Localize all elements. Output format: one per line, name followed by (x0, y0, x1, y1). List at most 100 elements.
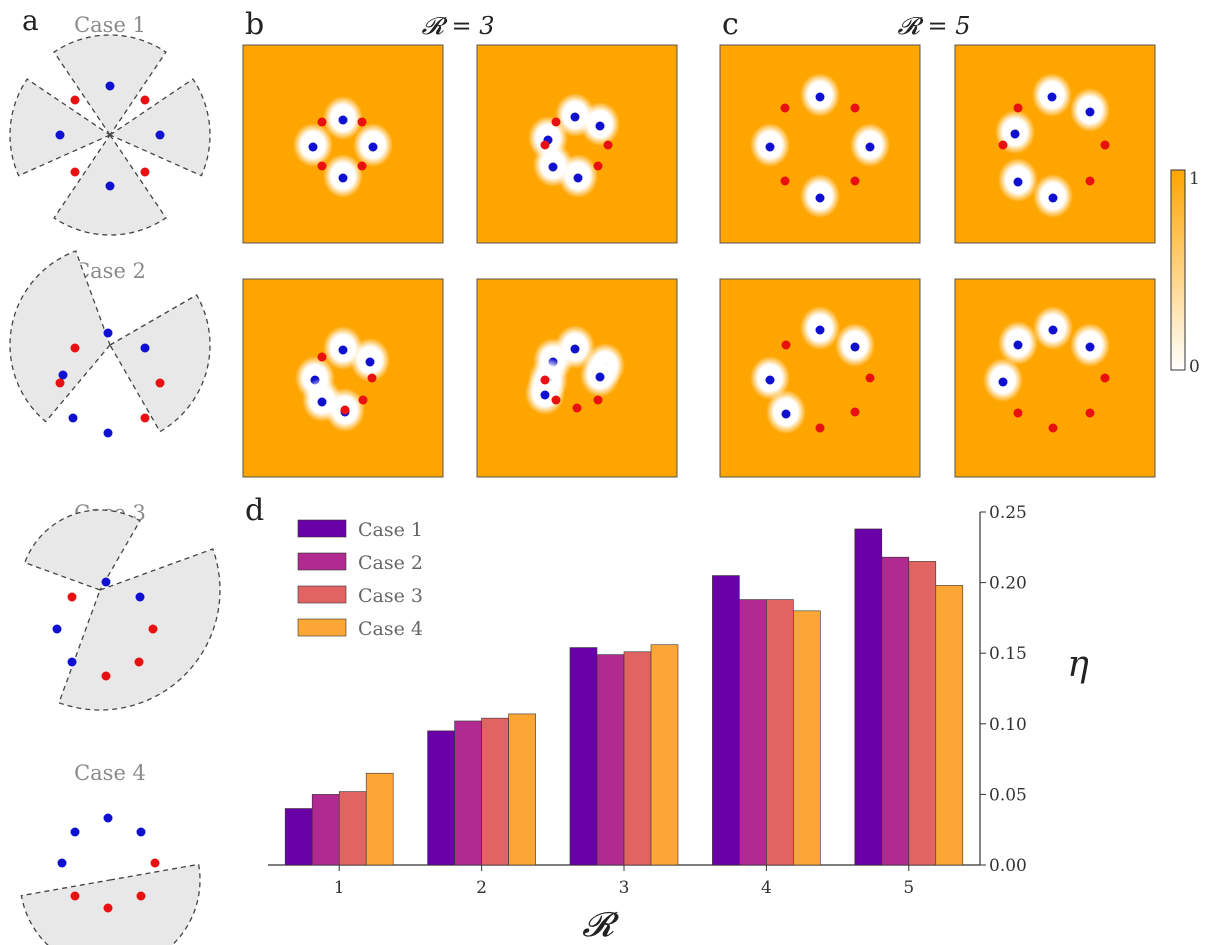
blue-point (1010, 129, 1020, 139)
case-1-title: Case 1 (74, 13, 146, 37)
panel-a-cases: Case 1 Case 2 Case 3 Case 4 (9, 13, 221, 945)
blue-point (1047, 92, 1057, 102)
red-point (850, 103, 860, 113)
red-point (572, 403, 582, 413)
red-point (551, 117, 561, 127)
blue-point (103, 813, 113, 823)
blue-point (548, 162, 558, 172)
red-point (103, 903, 113, 913)
blue-point (155, 130, 165, 140)
blue-point (368, 142, 378, 152)
red-point (1085, 408, 1095, 418)
blue-point (1013, 340, 1023, 350)
blue-point (308, 142, 318, 152)
legend-swatch (297, 519, 347, 538)
sector (23, 509, 141, 591)
red-point (70, 343, 80, 353)
colorbar-max-label: 1 (1189, 169, 1200, 189)
red-point (70, 95, 80, 105)
field-panel-3 (719, 44, 921, 244)
legend-label: Case 3 (358, 585, 423, 607)
y-tick-label: 0.10 (989, 715, 1027, 735)
blue-point (70, 827, 80, 837)
case-2-title: Case 2 (74, 259, 146, 283)
field-panel-6 (476, 278, 678, 478)
red-point (1048, 423, 1058, 433)
bar-case-2-r4 (739, 599, 767, 866)
blue-point (101, 577, 111, 587)
bar-case-1-r4 (712, 575, 740, 866)
red-point (1085, 176, 1095, 186)
red-point (865, 373, 875, 383)
colorbar-min-label: 0 (1189, 357, 1200, 377)
blue-point (1013, 177, 1023, 187)
red-point (850, 176, 860, 186)
bar-case-2-r3 (596, 654, 625, 866)
panel-b-label: b (245, 7, 264, 42)
panel-a-label: a (22, 4, 39, 37)
panel-c-title: 𝓡 = 5 (897, 12, 970, 40)
red-point (317, 161, 327, 171)
bar-case-3-r4 (766, 599, 794, 866)
x-tick-label: 1 (334, 878, 345, 898)
bar-case-3-r3 (623, 651, 652, 866)
blue-point (135, 592, 145, 602)
legend-swatch (297, 585, 347, 604)
red-point (780, 176, 790, 186)
x-tick-label: 2 (476, 878, 487, 898)
legend-swatch (297, 618, 347, 637)
x-tick-label: 3 (619, 878, 630, 898)
field-background (242, 278, 444, 478)
red-point (317, 117, 327, 127)
red-point (340, 405, 350, 415)
blue-point (338, 345, 348, 355)
red-point (357, 117, 367, 127)
blue-point (573, 173, 583, 183)
bar-case-4-r3 (650, 644, 679, 866)
red-point (70, 891, 80, 901)
legend: Case 1 Case 2 Case 3 Case 4 (297, 519, 423, 640)
red-point (780, 103, 790, 113)
panel-b-title: 𝓡 = 3 (421, 12, 494, 40)
blue-point (998, 377, 1008, 387)
blue-point (338, 115, 348, 125)
sector (58, 548, 221, 711)
y-tick-label: 0.00 (989, 856, 1027, 876)
legend-label: Case 1 (358, 519, 423, 541)
red-point (134, 657, 144, 667)
field-panel-8 (954, 278, 1156, 478)
bar-case-3-r1 (338, 791, 367, 866)
red-point (1013, 103, 1023, 113)
case-1-diagram: Case 1 (9, 13, 211, 236)
x-tick-label: 4 (761, 878, 772, 898)
field-panel-4 (954, 44, 1156, 244)
blue-point (68, 413, 78, 423)
red-point (1013, 408, 1023, 418)
field-panel-1 (242, 44, 444, 244)
bar-case-4-r2 (508, 713, 536, 866)
blue-point (1085, 342, 1095, 352)
blue-point (815, 325, 825, 335)
blue-point (136, 827, 146, 837)
legend-swatch (297, 552, 347, 571)
bar-case-3-r5 (908, 561, 937, 866)
blue-point (570, 344, 580, 354)
x-tick-label: 5 (903, 878, 914, 898)
blue-point (865, 142, 875, 152)
blue-point (52, 624, 62, 634)
bar-case-4-r1 (365, 772, 394, 866)
blue-point (595, 372, 605, 382)
case-3-diagram: Case 3 (23, 501, 221, 711)
red-point (593, 161, 603, 171)
red-point (540, 140, 550, 150)
blue-point (1048, 193, 1058, 203)
sector (109, 294, 211, 433)
sector (9, 250, 111, 423)
bar-case-3-r2 (481, 717, 509, 866)
blue-point (540, 390, 550, 400)
blue-point (58, 370, 68, 380)
blue-point (105, 181, 115, 191)
red-point (367, 373, 377, 383)
